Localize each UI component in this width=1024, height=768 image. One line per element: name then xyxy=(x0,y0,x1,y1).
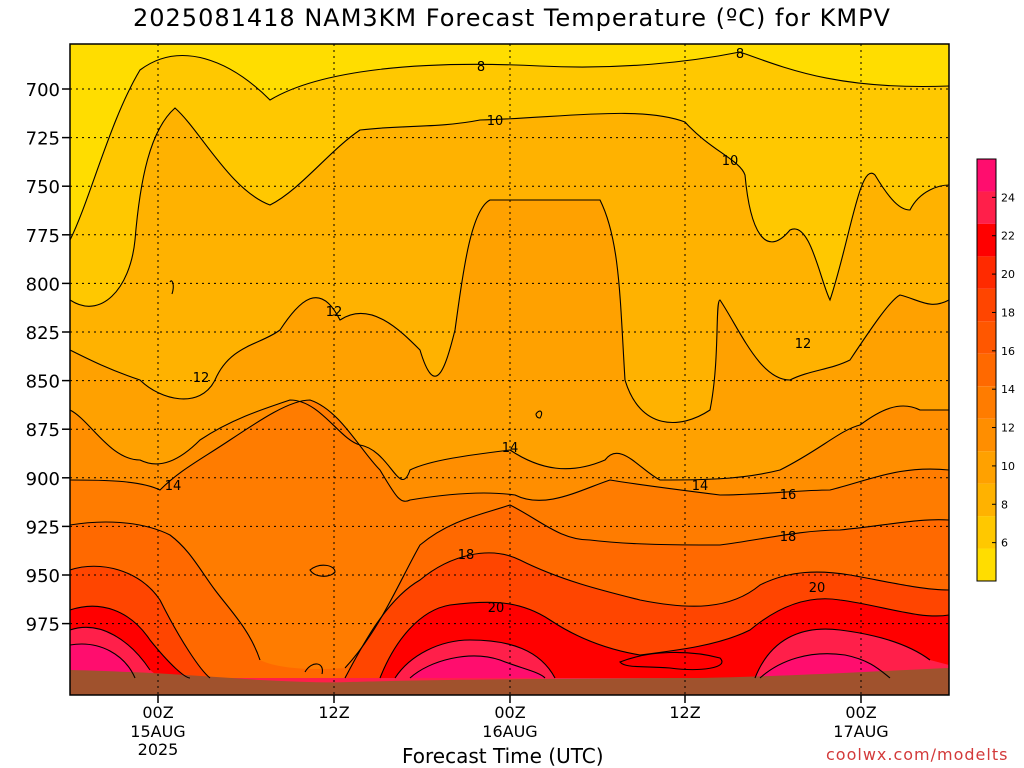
contour-label: 18 xyxy=(780,530,797,545)
colorbar-tick-label: 6 xyxy=(1001,537,1008,550)
y-tick-label: 975 xyxy=(26,615,60,636)
contour-label: 20 xyxy=(809,581,826,596)
colorbar-swatch xyxy=(977,386,996,419)
x-tick-sublabel: 2025 xyxy=(138,740,179,759)
contour-label: 8 xyxy=(736,47,744,62)
colorbar-tick-label: 14 xyxy=(1001,383,1015,396)
grid-lines xyxy=(70,44,949,695)
colorbar-swatch xyxy=(977,418,996,452)
contour-label: 18 xyxy=(458,548,475,563)
contour-label: 20 xyxy=(488,601,505,616)
colorbar-swatch xyxy=(977,288,996,322)
colorbar-swatch xyxy=(977,191,996,224)
colorbar-swatch xyxy=(977,223,996,257)
band-26 xyxy=(70,644,890,678)
contour-label: 12 xyxy=(795,337,812,352)
colorbar-swatch xyxy=(977,451,996,484)
y-tick-label: 875 xyxy=(26,420,60,441)
colorbar-tick-label: 12 xyxy=(1001,422,1015,435)
contour-label: 10 xyxy=(722,154,739,169)
colorbar-tick-label: 20 xyxy=(1001,268,1015,281)
colorbar-tick-label: 10 xyxy=(1001,460,1015,473)
x-tick-sublabel: 16AUG xyxy=(482,722,537,741)
colorbar-swatch xyxy=(977,516,996,549)
contour-label: 10 xyxy=(487,114,504,129)
y-tick-label: 850 xyxy=(26,372,60,393)
contour-label: 12 xyxy=(326,305,343,320)
y-axis: 700 725 750 775 800 825 850 875 900 925 950 975 xyxy=(26,80,70,636)
y-tick-label: 825 xyxy=(26,323,60,344)
colorbar-swatch xyxy=(977,548,996,581)
contour-label: 8 xyxy=(477,60,485,75)
contour-label: 14 xyxy=(165,479,182,494)
colorbar: 6 8 10 12 14 16 18 20 22 24 xyxy=(976,158,1015,582)
x-tick-sublabel: 15AUG xyxy=(130,722,185,741)
x-tick-sublabel: 17AUG xyxy=(833,722,888,741)
colorbar-swatch xyxy=(977,256,996,289)
x-tick-label: 00Z xyxy=(142,703,173,722)
colorbar-swatch xyxy=(977,159,996,192)
x-tick-label: 00Z xyxy=(494,703,525,722)
colorbar-tick-label: 24 xyxy=(1001,191,1015,204)
colorbar-tick-label: 22 xyxy=(1001,230,1015,243)
x-tick-label: 00Z xyxy=(845,703,876,722)
y-tick-label: 950 xyxy=(26,566,60,587)
contour-label: 14 xyxy=(692,479,709,494)
y-tick-label: 700 xyxy=(26,80,60,101)
y-tick-label: 725 xyxy=(26,129,60,150)
contour-labels: 8 8 10 10 12 12 12 14 14 14 16 18 18 20 20 xyxy=(165,47,826,616)
colorbar-frame xyxy=(976,158,997,582)
x-tick-label: 12Z xyxy=(669,703,700,722)
contour-label: 16 xyxy=(780,488,797,503)
colorbar-tick-label: 16 xyxy=(1001,345,1015,358)
y-tick-label: 750 xyxy=(26,177,60,198)
x-tick-label: 12Z xyxy=(318,703,349,722)
colorbar-tick-label: 18 xyxy=(1001,306,1015,319)
y-tick-label: 900 xyxy=(26,469,60,490)
colorbar-swatch xyxy=(977,321,996,354)
chart-title: 2025081418 NAM3KM Forecast Temperature (… xyxy=(133,4,891,32)
x-axis-title: Forecast Time (UTC) xyxy=(402,744,604,768)
y-tick-label: 800 xyxy=(26,274,60,295)
contour-label: 14 xyxy=(502,441,519,456)
source-credit: coolwx.com/modelts xyxy=(826,745,1009,764)
contour-label: 12 xyxy=(193,371,210,386)
y-tick-label: 925 xyxy=(26,517,60,538)
colorbar-swatch xyxy=(977,483,996,517)
colorbar-tick-label: 8 xyxy=(1001,498,1008,511)
colorbar-swatch xyxy=(977,353,996,387)
y-tick-label: 775 xyxy=(26,226,60,247)
